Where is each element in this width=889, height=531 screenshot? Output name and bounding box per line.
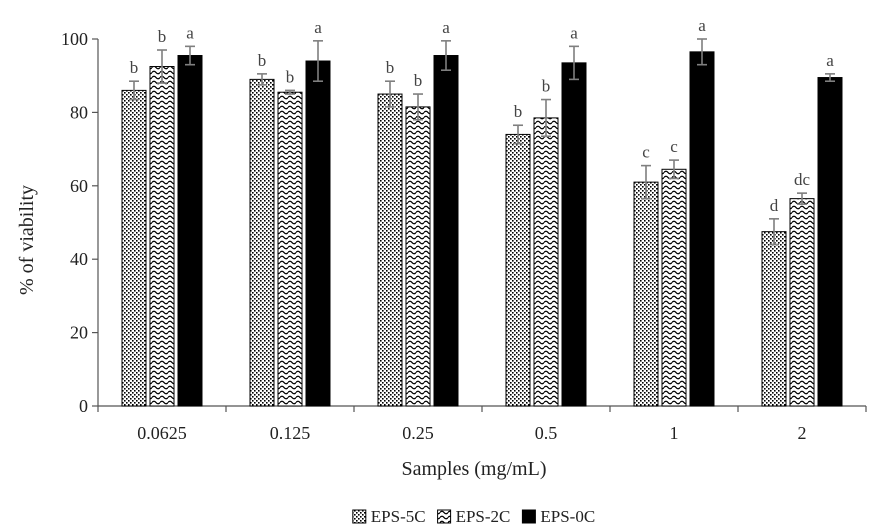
y-tick-label: 80 (70, 102, 88, 122)
significance-label: a (826, 51, 834, 70)
x-tick-label: 0.5 (535, 423, 558, 443)
significance-label: b (258, 51, 267, 70)
bar (149, 66, 175, 407)
significance-label: b (414, 71, 423, 90)
bar (121, 89, 147, 407)
x-tick-label: 2 (798, 423, 807, 443)
bar (505, 133, 531, 407)
significance-label: c (642, 143, 650, 162)
bar (761, 231, 787, 407)
bar (689, 51, 715, 407)
legend-swatch (352, 509, 367, 524)
significance-label: a (314, 18, 322, 37)
legend-label: EPS-0C (540, 507, 595, 526)
bar (177, 55, 203, 407)
significance-label: a (570, 23, 578, 42)
bar (817, 77, 843, 407)
bar (433, 55, 459, 407)
legend-swatch (437, 509, 452, 524)
y-tick-label: 100 (61, 29, 88, 49)
significance-label: b (386, 58, 395, 77)
significance-label: b (286, 67, 295, 86)
bar (533, 117, 559, 407)
bar (661, 168, 687, 407)
y-tick-label: 40 (70, 249, 88, 269)
legend-label: EPS-5C (371, 507, 426, 526)
significance-label: a (186, 23, 194, 42)
x-tick-label: 0.0625 (137, 423, 187, 443)
x-tick-label: 0.25 (402, 423, 434, 443)
y-tick-label: 0 (79, 396, 88, 416)
significance-label: b (130, 58, 139, 77)
bar (377, 93, 403, 407)
significance-label: b (514, 102, 523, 121)
y-tick-label: 60 (70, 176, 88, 196)
significance-label: b (542, 77, 551, 96)
legend-swatch (521, 509, 536, 524)
bar (405, 106, 431, 407)
significance-label: d (770, 196, 779, 215)
legend-label: EPS-2C (456, 507, 511, 526)
legend: EPS-5C EPS-2C EPS-0C (352, 507, 595, 526)
bar (561, 62, 587, 407)
bar (305, 60, 331, 407)
bar (789, 198, 815, 407)
significance-label: b (158, 27, 167, 46)
significance-label: a (698, 16, 706, 35)
significance-label: c (670, 137, 678, 156)
bar (277, 91, 303, 407)
bar (633, 181, 659, 407)
x-tick-label: 0.125 (270, 423, 311, 443)
significance-label: dc (794, 170, 811, 189)
bar (249, 78, 275, 407)
x-tick-label: 1 (670, 423, 679, 443)
significance-label: a (442, 18, 450, 37)
x-axis-label: Samples (mg/mL) (402, 458, 547, 480)
y-tick-label: 20 (70, 323, 88, 343)
y-axis-label: % of viability (16, 185, 38, 295)
